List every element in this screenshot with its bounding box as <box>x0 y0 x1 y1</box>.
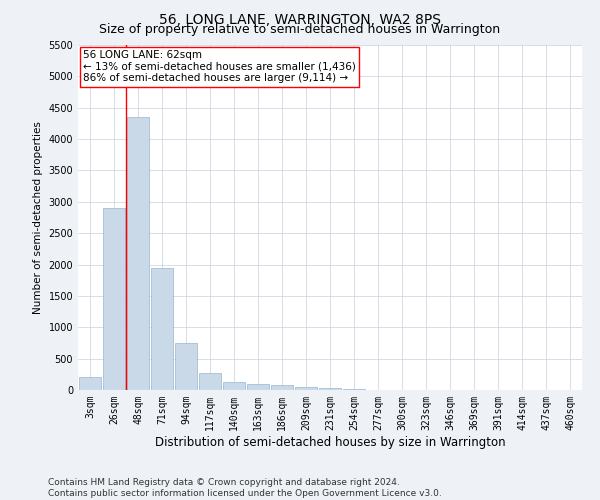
Bar <box>271 386 293 390</box>
Text: 56, LONG LANE, WARRINGTON, WA2 8PS: 56, LONG LANE, WARRINGTON, WA2 8PS <box>159 12 441 26</box>
Bar <box>151 268 173 390</box>
Bar <box>127 117 149 390</box>
Text: 56 LONG LANE: 62sqm
← 13% of semi-detached houses are smaller (1,436)
86% of sem: 56 LONG LANE: 62sqm ← 13% of semi-detach… <box>83 50 356 84</box>
Bar <box>319 388 341 390</box>
Bar <box>295 387 317 390</box>
Text: Contains HM Land Registry data © Crown copyright and database right 2024.
Contai: Contains HM Land Registry data © Crown c… <box>48 478 442 498</box>
Bar <box>175 343 197 390</box>
Bar <box>199 373 221 390</box>
Text: Size of property relative to semi-detached houses in Warrington: Size of property relative to semi-detach… <box>100 22 500 36</box>
Bar <box>79 378 101 390</box>
Bar <box>103 208 125 390</box>
Bar <box>223 382 245 390</box>
Bar <box>247 384 269 390</box>
Y-axis label: Number of semi-detached properties: Number of semi-detached properties <box>33 121 43 314</box>
X-axis label: Distribution of semi-detached houses by size in Warrington: Distribution of semi-detached houses by … <box>155 436 505 448</box>
